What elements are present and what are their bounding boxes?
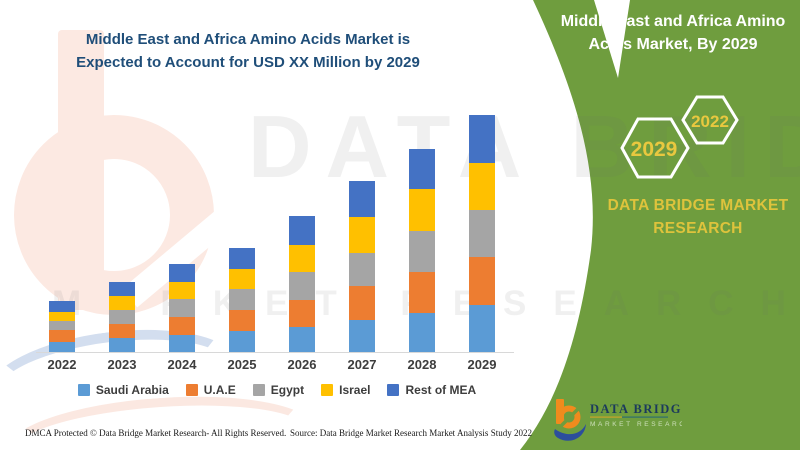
x-axis-label-2027: 2027	[347, 357, 377, 372]
legend-label: Saudi Arabia	[95, 383, 169, 397]
bar-segment-2029-israel	[469, 163, 495, 210]
chart-title: Middle East and Africa Amino Acids Marke…	[76, 31, 420, 71]
bar-segment-2027-rest-of-mea	[349, 181, 375, 217]
bar-segment-2024-u-a-e	[169, 317, 195, 335]
logo-rule-gold	[590, 416, 622, 418]
legend-label: Israel	[339, 383, 371, 397]
bar-segment-2026-egypt	[289, 272, 315, 300]
x-axis-label-2024: 2024	[167, 357, 197, 372]
bar-2022	[49, 301, 75, 352]
bar-segment-2029-saudi-arabia	[469, 305, 495, 352]
dmca-notice: DMCA Protected © Data Bridge Market Rese…	[25, 428, 287, 438]
logo-wordmark: DATA BRIDGE	[590, 402, 682, 416]
bar-segment-2023-u-a-e	[109, 324, 135, 338]
bar-segment-2025-saudi-arabia	[229, 331, 255, 352]
bar-segment-2023-israel	[109, 296, 135, 310]
source-note: Source: Data Bridge Market Research Mark…	[290, 428, 532, 438]
legend-label: Rest of MEA	[405, 383, 477, 397]
legend-item-saudi-arabia: Saudi Arabia	[77, 383, 169, 397]
legend-item-rest-of-mea: Rest of MEA	[387, 383, 476, 397]
bar-segment-2025-rest-of-mea	[229, 248, 255, 269]
bar-segment-2028-saudi-arabia	[409, 313, 435, 352]
bar-segment-2025-u-a-e	[229, 310, 255, 331]
bar-segment-2022-israel	[49, 312, 75, 321]
logo-rule-teal	[622, 416, 668, 418]
bar-segment-2027-israel	[349, 217, 375, 253]
x-axis-line	[36, 352, 514, 353]
legend-item-u-a-e: U.A.E	[185, 383, 236, 397]
bar-segment-2028-u-a-e	[409, 272, 435, 313]
logo-subtitle: MARKET RESEARCH	[590, 421, 682, 428]
legend-swatch	[185, 384, 198, 396]
logo-swoosh	[554, 424, 586, 441]
bar-segment-2024-egypt	[169, 299, 195, 317]
bar-segment-2022-egypt	[49, 321, 75, 330]
bar-segment-2025-egypt	[229, 289, 255, 310]
bar-segment-2022-rest-of-mea	[49, 301, 75, 312]
legend-item-egypt: Egypt	[252, 383, 305, 397]
bar-segment-2025-israel	[229, 269, 255, 289]
bar-2024	[169, 264, 195, 352]
legend-label: Egypt	[270, 383, 305, 397]
x-axis-label-2028: 2028	[407, 357, 437, 372]
bar-segment-2029-rest-of-mea	[469, 115, 495, 163]
legend-item-israel: Israel	[321, 383, 370, 397]
bar-2028	[409, 149, 435, 352]
bar-segment-2022-u-a-e	[49, 330, 75, 342]
x-axis-label-2023: 2023	[107, 357, 137, 372]
bar-segment-2024-rest-of-mea	[169, 264, 195, 282]
x-axis-label-2029: 2029	[467, 357, 497, 372]
x-axis-label-2025: 2025	[227, 357, 257, 372]
bar-segment-2026-saudi-arabia	[289, 327, 315, 352]
bar-segment-2029-u-a-e	[469, 257, 495, 305]
bar-segment-2028-israel	[409, 189, 435, 231]
bar-segment-2024-saudi-arabia	[169, 335, 195, 352]
bar-2023	[109, 282, 135, 352]
legend-label: U.A.E	[203, 383, 236, 397]
x-axis-label-2022: 2022	[47, 357, 77, 372]
bar-segment-2024-israel	[169, 282, 195, 299]
bar-segment-2026-rest-of-mea	[289, 216, 315, 245]
panel-title: Middle East and Africa Amino Acids Marke…	[560, 13, 786, 54]
bar-segment-2027-egypt	[349, 253, 375, 286]
bar-segment-2029-egypt	[469, 210, 495, 257]
bar-segment-2027-u-a-e	[349, 286, 375, 320]
bar-2027	[349, 181, 375, 352]
bar-2029	[469, 115, 495, 352]
bar-segment-2028-rest-of-mea	[409, 149, 435, 189]
bar-2026	[289, 216, 315, 352]
bar-segment-2026-u-a-e	[289, 300, 315, 327]
bar-segment-2027-saudi-arabia	[349, 320, 375, 352]
bar-2025	[229, 248, 255, 352]
logo-b-cut	[555, 405, 582, 432]
bar-segment-2023-rest-of-mea	[109, 282, 135, 296]
bar-segment-2026-israel	[289, 245, 315, 272]
chart-legend: Saudi Arabia U.A.E Egypt Israel Rest of MEA	[40, 383, 514, 397]
bar-segment-2022-saudi-arabia	[49, 342, 75, 352]
logo-b-bowl	[557, 405, 581, 429]
legend-swatch	[77, 384, 90, 396]
bar-segment-2023-egypt	[109, 310, 135, 324]
legend-swatch	[387, 384, 400, 396]
legend-swatch	[321, 384, 334, 396]
brand-caption: DATA BRIDGE MARKET RESEARCH	[607, 197, 789, 238]
legend-swatch	[252, 384, 265, 396]
bar-segment-2028-egypt	[409, 231, 435, 272]
bar-segment-2023-saudi-arabia	[109, 338, 135, 352]
panel-notch	[594, 0, 630, 78]
data-bridge-logo: DATA BRIDGE MARKET RESEARCH	[554, 399, 682, 441]
x-axis-label-2026: 2026	[287, 357, 317, 372]
